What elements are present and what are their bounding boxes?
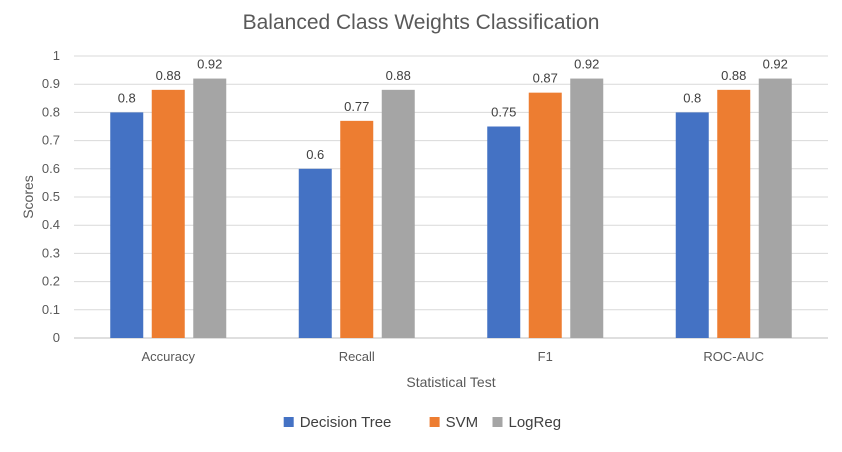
- bar: [717, 89, 751, 338]
- data-label: 0.87: [533, 71, 558, 86]
- x-axis-ticks: Accuracy Recall F1 ROC-AUC: [142, 349, 765, 364]
- data-label: 0.77: [344, 99, 369, 114]
- y-axis-title: Scores: [20, 175, 36, 219]
- bar: [193, 78, 227, 338]
- y-tick-label: 0.3: [42, 245, 60, 260]
- data-label: 0.92: [574, 57, 599, 72]
- bar: [340, 120, 374, 338]
- x-tick-label: ROC-AUC: [703, 349, 764, 364]
- bar: [110, 112, 144, 339]
- y-tick-label: 0.8: [42, 104, 60, 119]
- y-tick-label: 0: [53, 330, 60, 345]
- y-tick-label: 0.7: [42, 133, 60, 148]
- data-label: 0.6: [306, 147, 324, 162]
- data-label: 0.88: [386, 68, 411, 83]
- x-tick-label: Accuracy: [142, 349, 196, 364]
- y-tick-label: 0.4: [42, 217, 60, 232]
- chart-title: Balanced Class Weights Classification: [243, 11, 600, 34]
- y-tick-label: 0.1: [42, 302, 60, 317]
- bar: [298, 168, 332, 338]
- y-tick-label: 0.5: [42, 189, 60, 204]
- data-label: 0.8: [683, 90, 701, 105]
- x-axis-title: Statistical Test: [406, 374, 495, 390]
- bar: [758, 78, 792, 338]
- data-label: 0.92: [763, 57, 788, 72]
- y-tick-label: 0.6: [42, 161, 60, 176]
- data-label: 0.92: [197, 57, 222, 72]
- legend-label: Decision Tree: [300, 414, 392, 431]
- bar: [487, 126, 521, 338]
- y-tick-label: 0.2: [42, 274, 60, 289]
- data-label: 0.88: [721, 68, 746, 83]
- x-tick-label: Recall: [339, 349, 375, 364]
- data-label: 0.8: [118, 90, 136, 105]
- bars: [110, 78, 792, 339]
- bar: [381, 89, 415, 338]
- legend-label: SVM: [446, 414, 479, 431]
- data-label: 0.75: [491, 105, 516, 120]
- y-axis-ticks: 0 0.1 0.2 0.3 0.4 0.5 0.6 0.7 0.8 0.9 1: [42, 48, 60, 345]
- bar: [675, 112, 709, 339]
- legend-label: LogReg: [509, 414, 562, 431]
- legend-swatch: [429, 417, 440, 427]
- legend-swatch: [283, 417, 294, 427]
- legend-swatch: [492, 417, 503, 427]
- y-tick-label: 1: [53, 48, 60, 63]
- legend: Decision Tree SVM LogReg: [283, 414, 562, 431]
- bar: [528, 92, 562, 338]
- bar: [570, 78, 604, 338]
- data-label: 0.88: [156, 68, 181, 83]
- x-tick-label: F1: [538, 349, 553, 364]
- bar: [151, 89, 185, 338]
- gridlines: [74, 55, 828, 339]
- data-labels: 0.8 0.88 0.92 0.6 0.77 0.88 0.75 0.87 0.92 0.8 0.8…: [118, 57, 788, 162]
- y-tick-label: 0.9: [42, 76, 60, 91]
